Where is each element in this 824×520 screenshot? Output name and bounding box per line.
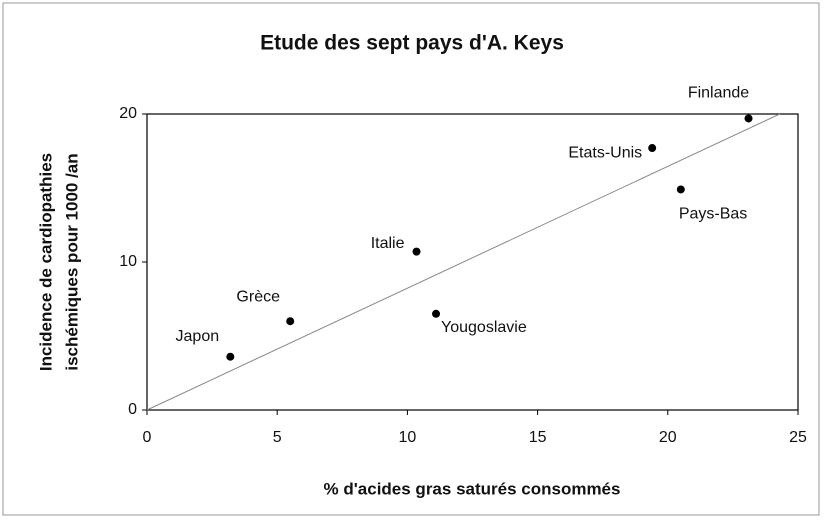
- y-tick-label: 10: [119, 253, 137, 270]
- x-axis-label: % d'acides gras saturés consommés: [324, 479, 621, 498]
- trend-line: [146, 113, 780, 411]
- point-label: Finlande: [688, 85, 749, 102]
- point-label: Grèce: [236, 288, 280, 305]
- point: [744, 114, 753, 123]
- y-axis-label-line: Incidence de cardiopathies: [36, 153, 55, 371]
- x-tick-label: 0: [143, 429, 152, 446]
- point-label: Pays-Bas: [679, 206, 747, 223]
- x-tick-label: 15: [529, 429, 547, 446]
- point: [286, 317, 295, 326]
- point: [648, 144, 657, 153]
- chart-title: Etude des sept pays d'A. Keys: [260, 32, 564, 55]
- point-label: Yougoslavie: [441, 319, 527, 336]
- point-label: Italie: [371, 235, 405, 252]
- x-tick-label: 10: [399, 429, 417, 446]
- y-tick-label: 0: [128, 401, 137, 418]
- x-tick-label: 25: [789, 429, 807, 446]
- point: [226, 352, 235, 361]
- point-label: Japon: [176, 328, 220, 345]
- x-tick-label: 5: [273, 429, 282, 446]
- x-tick-label: 20: [659, 429, 677, 446]
- point-label: Etats-Unis: [568, 144, 642, 161]
- point: [412, 247, 421, 256]
- y-axis-label-line: ischémiques pour 1000 /an: [62, 153, 81, 370]
- y-axis-label: Incidence de cardiopathies ischémiques p…: [36, 153, 81, 371]
- y-tick-label: 20: [119, 105, 137, 122]
- point: [432, 309, 441, 318]
- point: [676, 185, 685, 194]
